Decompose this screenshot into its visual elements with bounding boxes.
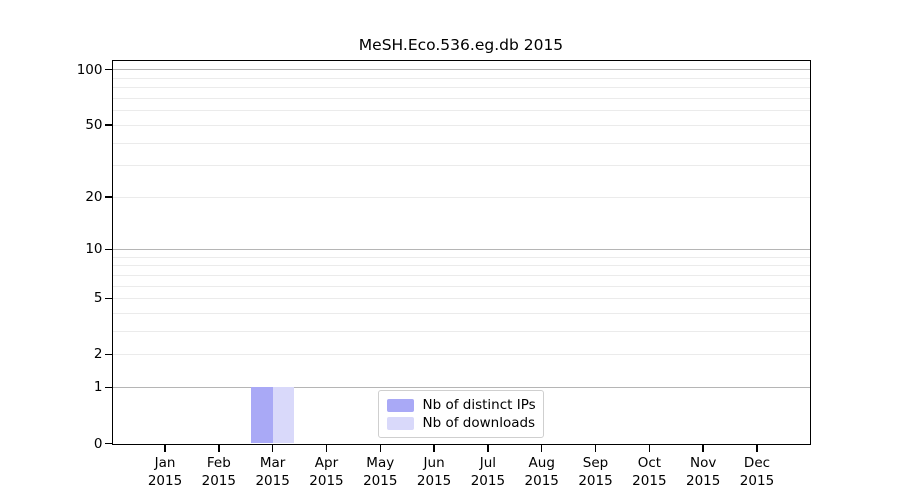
- x-tick-label-line: Jul: [479, 454, 497, 471]
- y-tick: [104, 297, 113, 300]
- legend-swatch: [386, 398, 414, 412]
- x-tick-label: May 2015: [345, 454, 415, 490]
- bar-downloads: [272, 387, 295, 444]
- x-tick-label-line: 2015: [363, 472, 398, 489]
- y-tick-label: 100: [76, 61, 103, 78]
- chart-title: MeSH.Eco.536.eg.db 2015: [358, 36, 564, 54]
- legend: Nb of distinct IPs Nb of downloads: [377, 390, 544, 438]
- x-tick-label-line: Mar: [259, 454, 286, 471]
- x-tick-label-line: Aug: [528, 454, 555, 471]
- y-tick-label: 1: [93, 379, 103, 396]
- y-tick-label: 5: [93, 290, 103, 307]
- x-tick-label-line: Dec: [743, 454, 771, 471]
- x-tick-label: Jun 2015: [399, 454, 469, 490]
- bar-distinct-ips: [251, 387, 273, 444]
- legend-label: Nb of distinct IPs: [422, 397, 536, 413]
- gridline-minor: [112, 275, 810, 277]
- gridline-minor: [112, 354, 810, 356]
- plot-area: 100 50 20 10 5 2 1 0 Jan 2015 Feb 2015 Mar 2015 Apr 201…: [77, 59, 811, 489]
- x-tick-label-line: 2015: [524, 472, 559, 489]
- x-tick-label-line: May: [366, 454, 395, 471]
- x-tick-label-line: Jun: [423, 454, 445, 471]
- x-tick: [487, 443, 489, 452]
- x-tick-label-line: 2015: [470, 472, 506, 489]
- legend-item: Nb of downloads: [386, 415, 536, 431]
- y-tick: [104, 442, 113, 445]
- gridline-minor: [112, 313, 810, 315]
- gridline-minor: [112, 142, 810, 144]
- x-tick: [702, 443, 704, 452]
- x-tick-label: Feb 2015: [184, 454, 254, 490]
- y-tick-label: 0: [93, 435, 103, 452]
- gridline-minor: [112, 256, 810, 258]
- x-tick-label-line: 2015: [147, 472, 183, 489]
- gridline-minor: [112, 265, 810, 267]
- gridline-major: [112, 248, 810, 250]
- y-tick-label: 10: [85, 241, 103, 258]
- x-tick-label-line: Oct: [637, 454, 662, 471]
- x-tick: [648, 443, 651, 452]
- gridline-minor: [112, 98, 810, 100]
- y-tick: [104, 248, 113, 250]
- x-tick-label-line: Apr: [314, 454, 339, 471]
- x-tick: [218, 443, 220, 452]
- x-tick-label-line: 2015: [632, 472, 667, 489]
- x-tick: [433, 443, 435, 452]
- x-tick-label-line: 2015: [578, 472, 613, 489]
- x-tick: [594, 443, 597, 452]
- x-tick-label: Jul 2015: [453, 454, 523, 490]
- gridline-minor: [112, 78, 810, 80]
- x-tick-label-line: 2015: [309, 472, 344, 489]
- x-tick-label-line: 2015: [685, 472, 721, 489]
- y-tick-label: 2: [93, 346, 103, 363]
- gridline-major: [112, 386, 810, 388]
- gridline-minor: [112, 196, 810, 198]
- legend-item: Nb of distinct IPs: [386, 397, 536, 413]
- x-tick: [325, 443, 328, 452]
- legend-label: Nb of downloads: [422, 415, 536, 431]
- x-tick-label: Sep 2015: [561, 454, 631, 490]
- x-tick-label-line: 2015: [201, 472, 236, 489]
- gridline-minor: [112, 285, 810, 287]
- x-tick: [164, 443, 166, 452]
- gridline-minor: [112, 331, 810, 333]
- y-tick: [104, 386, 113, 389]
- x-tick: [541, 443, 543, 452]
- y-tick: [104, 68, 113, 71]
- x-tick: [271, 443, 274, 452]
- x-tick-label-line: Nov: [689, 454, 717, 471]
- x-tick-label-line: Jan: [154, 454, 176, 471]
- gridline-minor: [112, 124, 810, 126]
- legend-swatch: [386, 416, 414, 430]
- x-tick-label: Aug 2015: [507, 454, 577, 490]
- x-tick-label-line: 2015: [416, 472, 452, 489]
- gridline-minor: [112, 298, 810, 300]
- y-tick: [104, 353, 113, 356]
- x-tick: [379, 443, 381, 452]
- gridline-minor: [112, 87, 810, 89]
- x-tick-label: Mar 2015: [238, 454, 308, 490]
- y-tick: [104, 196, 113, 198]
- gridline-minor: [112, 165, 810, 167]
- gridline-major: [112, 68, 810, 71]
- x-tick-label: Nov 2015: [668, 454, 738, 490]
- x-tick-label-line: Feb: [206, 454, 231, 471]
- x-tick-label-line: Sep: [582, 454, 609, 471]
- x-tick-label-line: 2015: [255, 472, 290, 489]
- x-tick-label: Jan 2015: [130, 454, 200, 490]
- y-tick: [104, 124, 113, 126]
- gridline-minor: [112, 110, 810, 112]
- x-tick-label: Dec 2015: [722, 454, 792, 490]
- x-tick-label: Oct 2015: [614, 454, 684, 490]
- x-tick: [756, 443, 758, 452]
- y-tick-label: 50: [85, 116, 103, 133]
- y-tick-label: 20: [85, 188, 103, 205]
- x-tick-label: Apr 2015: [291, 454, 361, 490]
- x-tick-label-line: 2015: [739, 472, 775, 489]
